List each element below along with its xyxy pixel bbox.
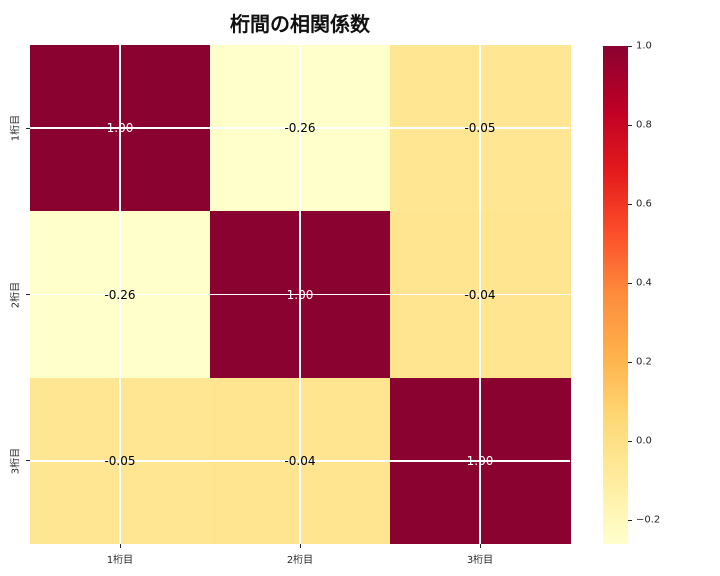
x-tick-label: 1桁目 (106, 555, 134, 566)
cell-value-label: 1.00 (286, 287, 314, 302)
colorbar-tick-mark (628, 45, 632, 47)
colorbar-tick-mark (628, 124, 632, 126)
cell-value-label: 1.00 (106, 121, 134, 136)
colorbar-tick-label: −0.2 (636, 514, 661, 526)
colorbar-tick-mark (628, 203, 632, 205)
chart-title: 桁間の相関係数 (230, 12, 370, 36)
colorbar-tick-mark (628, 282, 632, 284)
heatmap-axes: 1.00 -0.26 -0.05 -0.26 1.00 -0.04 -0.05 -0.04 1.… (30, 45, 571, 545)
colorbar-tick-label: 0.6 (636, 198, 652, 210)
cell-value-label: 1.00 (466, 453, 494, 468)
gridline-horizontal (30, 127, 570, 129)
cell-value-label: -0.05 (464, 121, 496, 136)
x-tick-mark (479, 544, 481, 548)
colorbar (603, 46, 628, 544)
cell-value-label: -0.04 (464, 287, 496, 302)
colorbar-tick-mark (628, 440, 632, 442)
y-tick-mark (26, 294, 30, 295)
y-tick-label: 2桁目 (10, 281, 22, 308)
y-tick-label: 3桁目 (10, 447, 22, 475)
cell-value-label: -0.26 (284, 121, 316, 136)
x-tick-mark (119, 544, 121, 548)
x-tick-label: 2桁目 (286, 555, 314, 566)
colorbar-tick-mark (628, 361, 632, 363)
colorbar-tick-label: 0.4 (636, 277, 652, 289)
colorbar-tick-label: 0.2 (636, 356, 652, 368)
colorbar-tick-label: 0.0 (636, 435, 652, 447)
cell-value-label: -0.26 (104, 287, 136, 302)
y-tick-mark (26, 460, 30, 462)
colorbar-tick-label: 1.0 (636, 40, 652, 52)
y-tick-mark (26, 127, 30, 129)
gridline-horizontal (30, 460, 570, 462)
colorbar-tick-label: 0.8 (636, 119, 652, 131)
cell-value-label: -0.04 (284, 453, 316, 468)
y-tick-label: 1桁目 (10, 114, 22, 142)
x-tick-mark (299, 544, 301, 548)
colorbar-tick-mark (628, 519, 632, 521)
cell-value-label: -0.05 (104, 453, 136, 468)
gridline-horizontal (30, 293, 570, 296)
x-tick-label: 3桁目 (466, 555, 494, 566)
